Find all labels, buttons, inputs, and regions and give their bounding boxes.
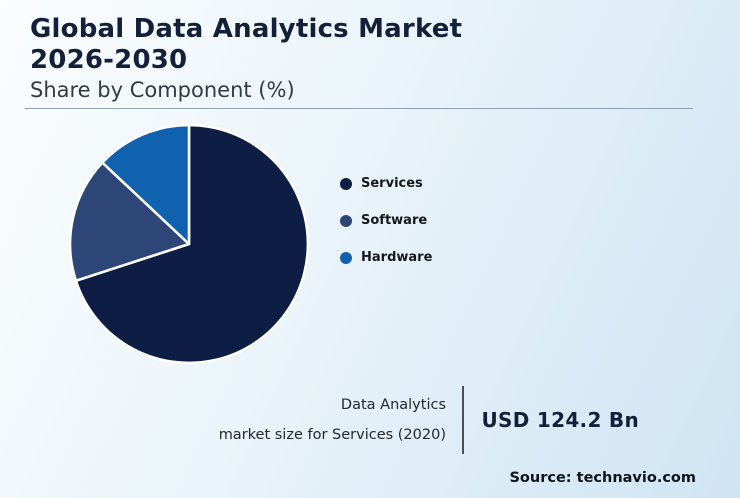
- market-size-callout: Data Analytics market size for Services …: [150, 386, 639, 454]
- pie-chart-svg: [68, 123, 310, 365]
- pie-slice-software: [68, 161, 191, 283]
- source-attribution: Source: technavio.com: [509, 470, 696, 486]
- header: Global Data Analytics Market 2026-2030 S…: [30, 14, 690, 102]
- legend-item-services: Services: [340, 176, 432, 191]
- page-subtitle: Share by Component (%): [30, 78, 295, 103]
- software-legend-dot-icon: [340, 214, 352, 227]
- callout-label-line-2: market size for Services (2020): [218, 427, 446, 443]
- legend-label-services: Services: [361, 176, 423, 191]
- callout-divider: [462, 386, 464, 454]
- legend-label-software: Software: [361, 213, 428, 228]
- pie-slice-services: [74, 123, 310, 365]
- services-legend-dot-icon: [340, 177, 352, 190]
- title-line-1: Global Data Analytics Market: [30, 14, 463, 44]
- chart-legend: Services Software Hardware: [340, 176, 432, 265]
- pie-slice-hardware: [101, 123, 191, 246]
- callout-label-line-1: Data Analytics: [340, 397, 446, 413]
- market-size-value: USD 124.2 Bn: [481, 408, 640, 432]
- hardware-legend-dot-icon: [340, 251, 352, 264]
- legend-item-software: Software: [340, 213, 432, 228]
- title-line-2: 2026-2030: [30, 44, 188, 75]
- pie-chart: [66, 121, 312, 367]
- legend-label-hardware: Hardware: [361, 250, 433, 265]
- legend-item-hardware: Hardware: [340, 250, 432, 265]
- page-title: Global Data Analytics Market 2026-2030: [30, 14, 690, 75]
- header-divider: [25, 108, 693, 109]
- callout-label: Data Analytics market size for Services …: [150, 390, 462, 450]
